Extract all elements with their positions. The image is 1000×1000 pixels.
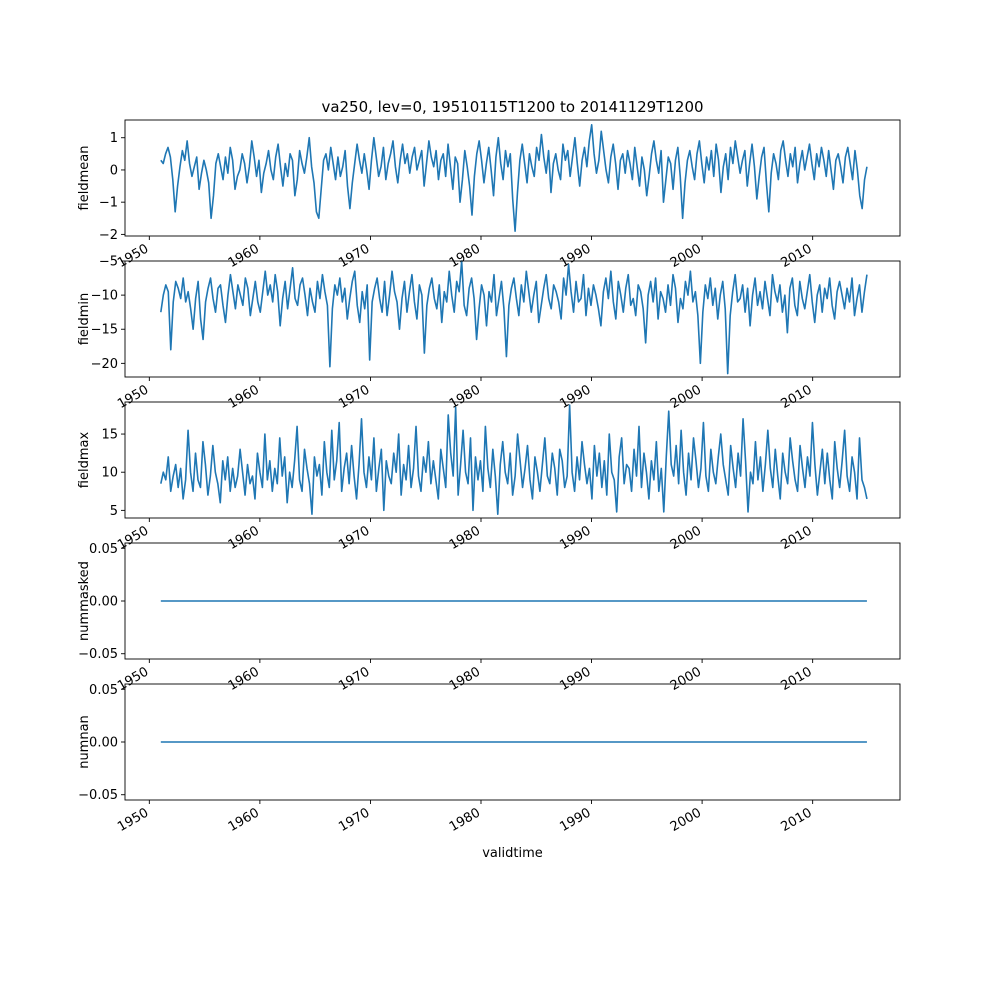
y-axis-label-nummasked: nummasked <box>77 561 92 641</box>
y-tick-label-fieldmin: −15 <box>91 323 118 338</box>
axes-frame-fieldmin <box>124 260 901 378</box>
y-axis-label-fieldmin: fieldmin <box>77 293 92 346</box>
y-axis-label-fieldmax: fieldmax <box>77 432 92 489</box>
y-axis-label-numnan: numnan <box>77 715 92 769</box>
y-tick-label-numnan: −0.05 <box>78 788 118 803</box>
y-tick-label-numnan: 0.00 <box>89 736 118 751</box>
y-axis-label-fieldmean: fieldmean <box>77 146 92 211</box>
y-tick-label-fieldmean: −1 <box>99 196 118 211</box>
y-tick-label-fieldmax: 5 <box>110 504 118 519</box>
y-tick-label-fieldmax: 10 <box>101 466 118 481</box>
series-line-fieldmean <box>160 124 868 232</box>
y-tick-label-fieldmin: −20 <box>91 357 118 372</box>
x-axis-label: validtime <box>482 846 543 861</box>
series-line-fieldmax <box>160 404 868 515</box>
y-tick-label-fieldmin: −10 <box>91 289 118 304</box>
y-tick-label-fieldmean: −2 <box>99 228 118 243</box>
figure-title: va250, lev=0, 19510115T1200 to 20141129T… <box>321 98 703 116</box>
y-tick-label-fieldmean: 1 <box>110 131 118 146</box>
y-tick-label-fieldmax: 15 <box>101 428 118 443</box>
y-tick-label-nummasked: 0.00 <box>89 595 118 610</box>
y-tick-label-fieldmin: −5 <box>99 255 118 270</box>
y-tick-label-fieldmean: 0 <box>110 163 118 178</box>
series-line-fieldmin <box>160 260 868 375</box>
y-tick-label-numnan: 0.05 <box>89 683 118 698</box>
y-tick-label-nummasked: 0.05 <box>89 542 118 557</box>
y-tick-label-nummasked: −0.05 <box>78 647 118 662</box>
axes-frame-fieldmean <box>124 119 901 237</box>
axes-frame-fieldmax <box>124 401 901 519</box>
